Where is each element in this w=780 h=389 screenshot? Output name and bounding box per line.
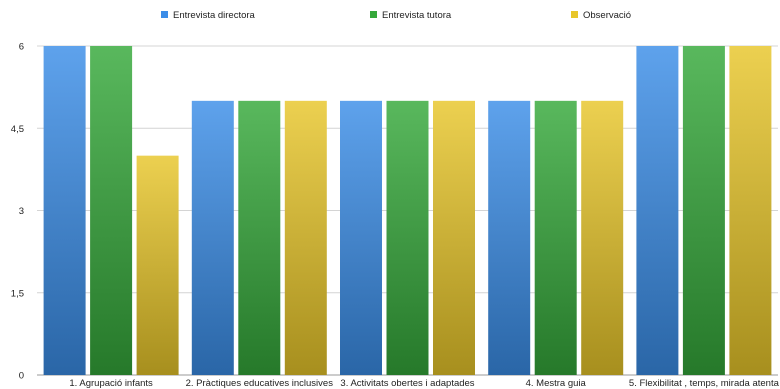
x-category-label: 4. Mestra guia xyxy=(526,378,587,389)
bar-entrevista-directora-2 xyxy=(191,100,234,375)
bar-entrevista-tutora-5 xyxy=(682,46,725,375)
bar-entrevista-directora-5 xyxy=(636,46,679,375)
bar-entrevista-tutora-4 xyxy=(534,100,577,375)
legend-swatch-observacio xyxy=(571,11,578,18)
y-tick-label: 0 xyxy=(19,371,24,382)
y-tick-label: 1,5 xyxy=(11,288,24,299)
legend-swatch-entrevista-directora xyxy=(161,11,168,18)
bar-entrevista-directora-1 xyxy=(43,46,86,375)
y-axis-ticks: 0 1,5 3 4,5 6 xyxy=(11,42,24,382)
bar-observacio-1 xyxy=(136,155,179,375)
bar-observacio-4 xyxy=(581,100,624,375)
y-tick-label: 6 xyxy=(19,42,24,53)
bar-observacio-3 xyxy=(433,100,475,375)
x-category-label: 1. Agrupació infants xyxy=(69,378,153,389)
bar-entrevista-directora-4 xyxy=(488,100,531,375)
bar-observacio-2 xyxy=(284,100,327,375)
legend-label: Entrevista tutora xyxy=(382,10,452,21)
bar-entrevista-tutora-3 xyxy=(386,100,429,375)
bar-entrevista-tutora-1 xyxy=(90,46,133,375)
x-category-label: 3. Activitats obertes i adaptades xyxy=(340,378,474,389)
y-tick-label: 4,5 xyxy=(11,124,24,135)
legend-label: Entrevista directora xyxy=(173,10,256,21)
x-category-label: 5. Flexibilitat , temps, mirada atenta xyxy=(629,378,780,389)
bar-entrevista-directora-3 xyxy=(340,100,382,375)
bar-entrevista-tutora-2 xyxy=(238,100,281,375)
legend-swatch-entrevista-tutora xyxy=(370,11,377,18)
legend: Entrevista directora Entrevista tutora Obs… xyxy=(161,10,631,21)
x-category-label: 2. Pràctiques educatives inclusives xyxy=(186,378,334,389)
bar-observacio-5 xyxy=(729,46,772,375)
bars xyxy=(43,46,772,375)
y-tick-label: 3 xyxy=(19,206,24,217)
x-axis-labels: 1. Agrupació infants 2. Pràctiques educat… xyxy=(69,378,779,389)
legend-label: Observació xyxy=(583,10,631,21)
